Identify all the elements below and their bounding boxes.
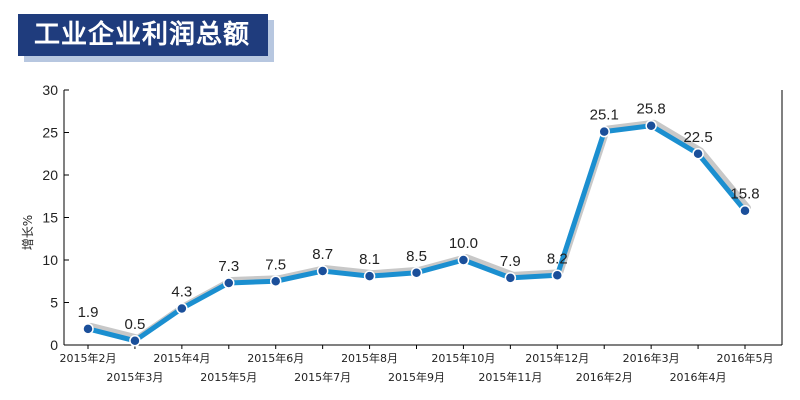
data-label: 10.0 xyxy=(449,235,478,252)
data-label: 8.7 xyxy=(312,246,333,263)
data-point xyxy=(646,121,656,131)
x-tick-label: 2015年2月 xyxy=(60,351,117,365)
data-label: 1.9 xyxy=(78,304,99,321)
x-tick-label: 2015年4月 xyxy=(153,351,210,365)
x-tick-label: 2015年10月 xyxy=(431,351,495,365)
data-point xyxy=(458,255,468,265)
x-tick-label: 2015年5月 xyxy=(200,370,257,384)
x-tick-label: 2016年5月 xyxy=(717,351,774,365)
data-point xyxy=(599,127,609,137)
x-tick-label: 2015年9月 xyxy=(388,370,445,384)
x-tick-label: 2015年8月 xyxy=(341,351,398,365)
x-tick-label: 2015年6月 xyxy=(247,351,304,365)
data-point xyxy=(365,271,375,281)
x-tick-label: 2015年12月 xyxy=(525,351,589,365)
data-label: 25.8 xyxy=(637,101,666,118)
data-point xyxy=(271,276,281,286)
y-tick-label: 25 xyxy=(42,125,58,141)
data-label: 15.8 xyxy=(730,186,759,203)
y-tick-label: 20 xyxy=(42,167,58,183)
x-tick-label: 2016年4月 xyxy=(670,370,727,384)
data-point xyxy=(318,266,328,276)
x-tick-label: 2016年3月 xyxy=(623,351,680,365)
data-point xyxy=(552,270,562,280)
data-point xyxy=(130,336,140,346)
y-axis-label: 增长% xyxy=(21,215,35,250)
data-point xyxy=(505,273,515,283)
y-tick-label: 15 xyxy=(42,210,58,226)
data-label: 8.2 xyxy=(547,250,568,267)
data-label: 8.5 xyxy=(406,248,427,265)
x-tick-label: 2015年11月 xyxy=(478,370,542,384)
data-label: 22.5 xyxy=(683,129,712,146)
data-label: 4.3 xyxy=(171,283,192,300)
data-label: 8.1 xyxy=(359,251,380,268)
data-label: 25.1 xyxy=(590,107,619,124)
x-tick-label: 2016年2月 xyxy=(576,370,633,384)
y-tick-label: 10 xyxy=(42,252,58,268)
y-tick-label: 5 xyxy=(50,295,58,311)
y-tick-label: 0 xyxy=(50,337,58,353)
data-point xyxy=(224,278,234,288)
data-point xyxy=(412,268,422,278)
data-point xyxy=(83,324,93,334)
y-tick-label: 30 xyxy=(42,82,58,98)
data-point xyxy=(177,303,187,313)
data-point xyxy=(693,149,703,159)
data-label: 7.5 xyxy=(265,256,286,273)
data-point xyxy=(740,206,750,216)
data-label: 7.3 xyxy=(218,258,239,275)
data-label: 0.5 xyxy=(124,316,145,333)
x-tick-label: 2015年7月 xyxy=(294,370,351,384)
x-tick-label: 2015年3月 xyxy=(106,370,163,384)
data-label: 7.9 xyxy=(500,253,521,270)
